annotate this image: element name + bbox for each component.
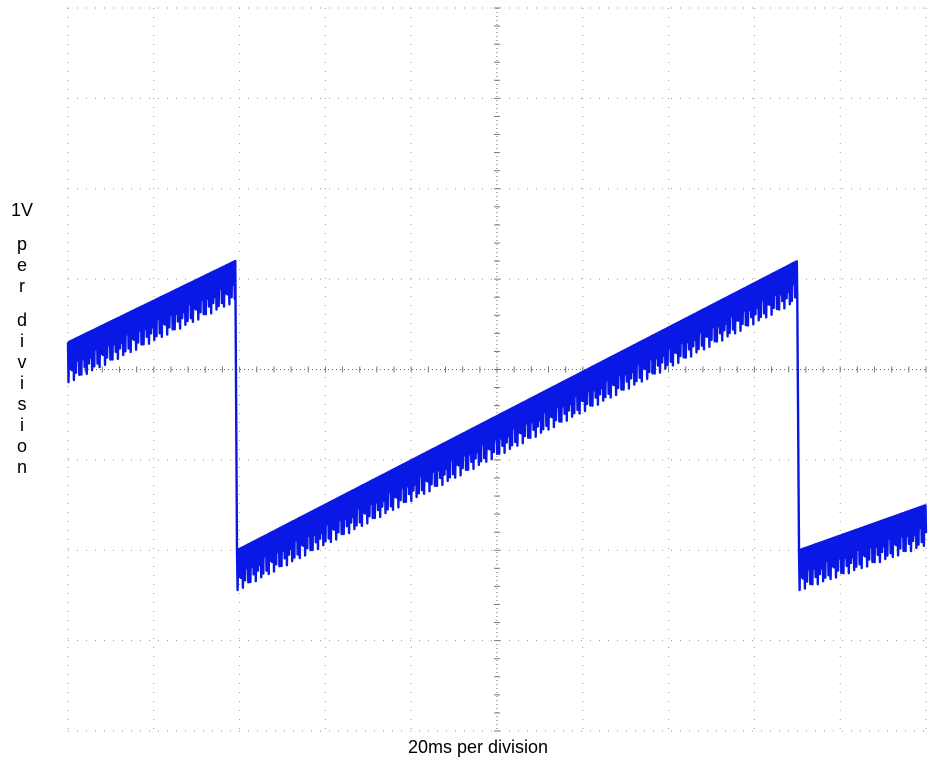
waveform-line bbox=[66, 259, 928, 592]
y-axis-scale: 1V bbox=[10, 200, 34, 220]
waveform-trace bbox=[66, 259, 928, 592]
grid bbox=[67, 7, 927, 732]
x-axis-label: 20ms per division bbox=[408, 737, 549, 757]
